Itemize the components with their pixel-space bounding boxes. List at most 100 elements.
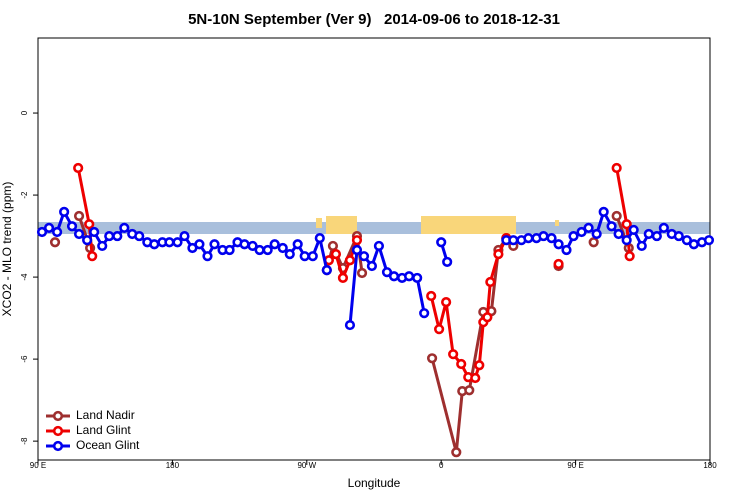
land-strip (316, 218, 322, 228)
data-point (89, 226, 100, 238)
data-point (262, 244, 273, 256)
data-point (588, 237, 599, 248)
data-point (568, 230, 579, 242)
data-point (351, 244, 363, 256)
data-point (299, 251, 310, 262)
data-point (493, 249, 504, 260)
data-point (73, 228, 85, 240)
data-point (621, 219, 632, 230)
data-point (419, 308, 430, 319)
y-tick-label: -6 (20, 355, 29, 363)
land-strip (326, 216, 357, 234)
data-point (561, 244, 572, 256)
data-point (254, 244, 265, 256)
data-point (412, 272, 423, 284)
data-point (636, 240, 647, 252)
data-point (172, 237, 183, 248)
data-point (643, 228, 654, 240)
data-point (351, 235, 363, 246)
legend-label: Land Glint (76, 423, 131, 437)
data-point (119, 222, 130, 233)
data-point (470, 372, 481, 384)
y-tick-label: -8 (20, 437, 29, 445)
data-point (59, 206, 70, 217)
data-point (381, 267, 393, 278)
data-point (87, 251, 98, 262)
data-point (82, 235, 93, 246)
data-point (52, 226, 63, 238)
x-tick-label: 0 (439, 461, 444, 470)
data-point (104, 230, 115, 242)
data-point (327, 240, 339, 252)
data-point (366, 260, 378, 272)
y-axis-label: XCO2 - MLO trend (ppm) (0, 182, 14, 317)
data-point (598, 206, 609, 217)
data-point (553, 258, 564, 270)
data-point (314, 233, 325, 244)
data-point (681, 235, 692, 246)
data-point (621, 235, 632, 246)
data-point (583, 222, 594, 233)
x-tick-label: 90 E (567, 461, 583, 470)
legend-marker (52, 425, 64, 437)
data-point (202, 251, 213, 262)
data-point (43, 222, 55, 233)
x-tick-label: 180 (166, 461, 180, 470)
data-point (426, 290, 437, 302)
x-tick-label: 180 (703, 461, 717, 470)
land-strip (421, 216, 516, 234)
data-point (179, 230, 190, 242)
data-point (358, 251, 370, 262)
data-point (84, 219, 95, 230)
y-tick-label: -2 (20, 191, 29, 199)
data-point (576, 226, 587, 238)
data-point (403, 271, 415, 282)
data-point (164, 237, 175, 248)
plot-frame (37, 37, 711, 461)
data-point (448, 349, 459, 360)
x-tick-label: 90 W (297, 461, 316, 470)
data-point (523, 233, 534, 244)
data-point (546, 233, 557, 244)
data-point (658, 222, 669, 233)
data-point (149, 239, 160, 250)
data-point (112, 230, 123, 242)
land-strip (555, 220, 559, 226)
data-point (508, 235, 519, 246)
data-point (451, 447, 462, 458)
y-tick-label: -4 (20, 273, 29, 281)
data-point (277, 242, 288, 254)
data-point (388, 271, 400, 282)
data-point (337, 272, 349, 284)
data-point (464, 385, 475, 396)
data-point (442, 256, 453, 268)
data-point (73, 210, 85, 222)
data-point (436, 237, 447, 248)
data-point (194, 239, 205, 250)
surface-strip (38, 216, 710, 234)
data-point (606, 221, 617, 232)
data-point (426, 353, 438, 364)
data-point (474, 360, 485, 371)
y-tick-label: 0 (20, 110, 29, 115)
data-point (49, 237, 61, 248)
data-point (66, 221, 78, 232)
data-point (209, 239, 220, 250)
data-point (611, 162, 622, 174)
data-point (292, 239, 303, 250)
data-point (611, 210, 622, 222)
data-point (628, 224, 639, 236)
data-point (703, 235, 715, 246)
data-point (688, 239, 699, 250)
data-point (482, 312, 493, 323)
legend-label: Land Nadir (76, 408, 135, 422)
legend-marker (52, 440, 64, 452)
x-tick-label: 90 E (30, 461, 46, 470)
data-point (673, 230, 684, 242)
data-point (97, 240, 108, 252)
data-point (591, 228, 602, 240)
data-point (441, 297, 452, 308)
data-point (613, 228, 624, 240)
legend-label: Ocean Glint (76, 438, 140, 452)
